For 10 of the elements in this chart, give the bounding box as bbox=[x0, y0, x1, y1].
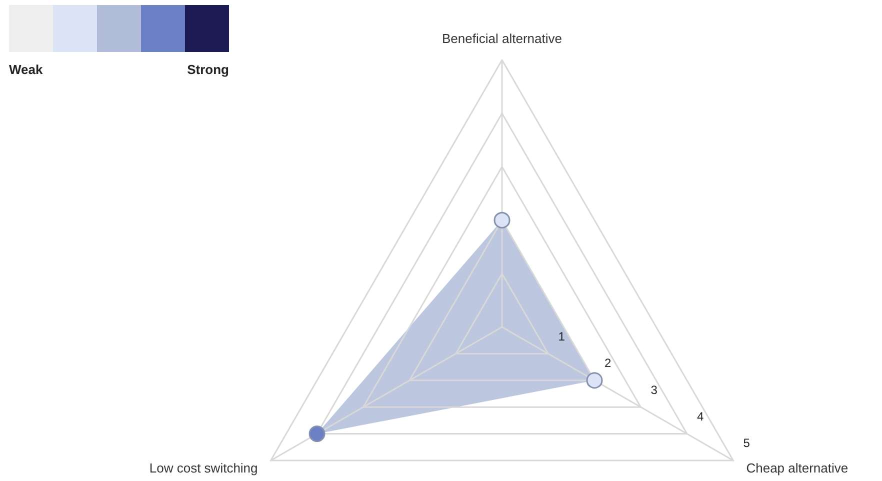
y-tick-label: 1 bbox=[558, 329, 566, 344]
y-tick-label: 3 bbox=[650, 382, 658, 397]
spoke-label: Beneficial alternative bbox=[442, 31, 562, 46]
spoke-label: Cheap alternative bbox=[746, 460, 848, 476]
y-tick-label: 4 bbox=[696, 409, 704, 424]
y-tick-label: 5 bbox=[743, 436, 750, 450]
spoke-label: Low cost switching bbox=[149, 460, 258, 476]
y-tick-label: 2 bbox=[604, 356, 612, 370]
text: Weak bbox=[9, 62, 43, 77]
text: Strong bbox=[187, 62, 229, 77]
